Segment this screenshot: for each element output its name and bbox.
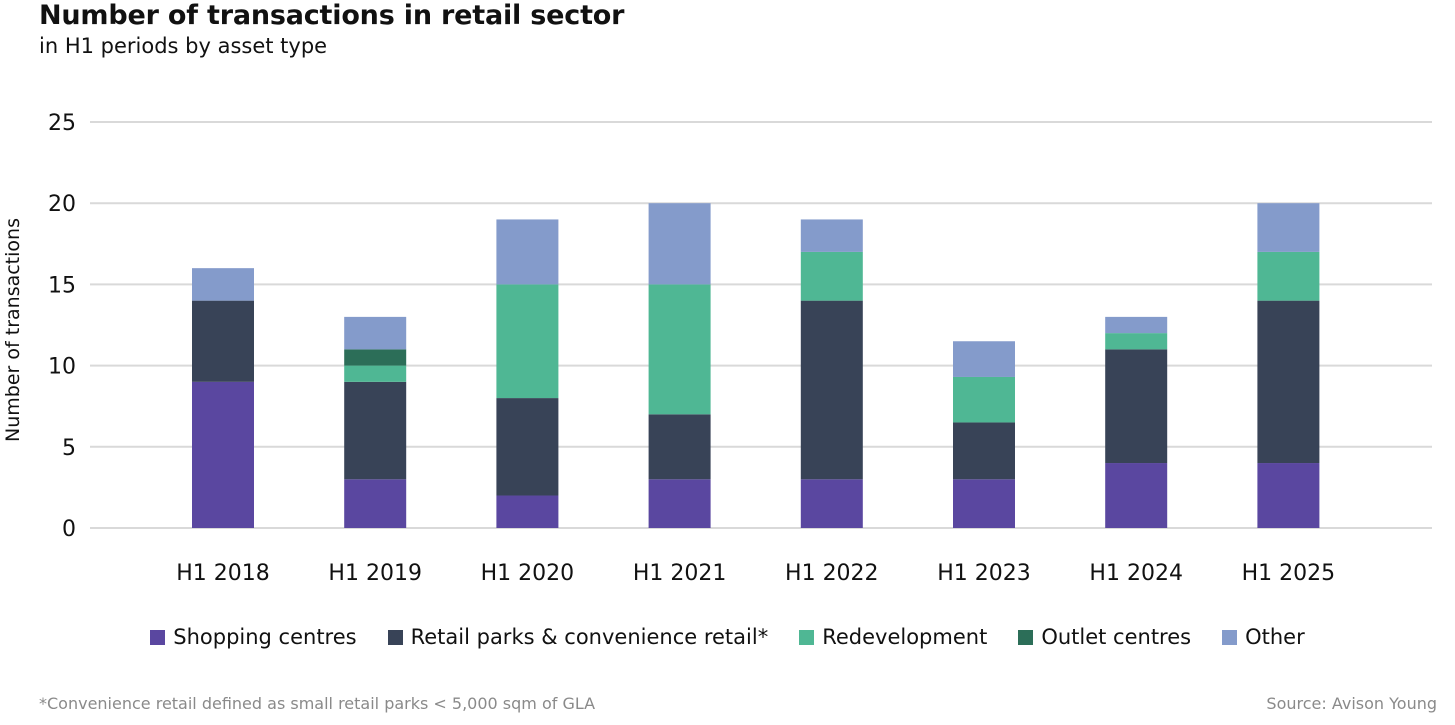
bar-segment [344, 316, 407, 350]
bar-segment [192, 300, 254, 382]
legend-label: Other [1245, 625, 1305, 649]
bar-segment [1257, 251, 1320, 301]
bar-segment [1257, 463, 1320, 528]
bar-segment [648, 479, 711, 528]
y-tick-label: 10 [48, 355, 76, 380]
x-axis-ticks: H1 2018 H1 2019 H1 2020 H1 2021 H1 2022 H1 20… [176, 561, 1335, 586]
x-tick-label: H1 2018 [176, 561, 270, 586]
legend-swatch [1018, 629, 1034, 645]
legend-label: Outlet centres [1041, 625, 1192, 649]
bar-segment [496, 284, 559, 399]
legend-item: Other [1222, 625, 1305, 649]
bar-segment [496, 495, 559, 528]
x-tick-label: H1 2021 [633, 561, 727, 586]
bar-segment [1105, 463, 1168, 528]
bar-segment [1105, 316, 1168, 334]
y-tick-label: 0 [62, 517, 76, 542]
legend-swatch [1222, 629, 1238, 645]
legend: Shopping centres Retail parks & convenien… [0, 625, 1455, 649]
x-tick-label: H1 2023 [937, 561, 1031, 586]
bar-segment [648, 414, 711, 480]
source-note: Source: Avison Young [1266, 694, 1437, 713]
legend-item: Retail parks & convenience retail* [387, 625, 769, 649]
bar-segment [800, 479, 863, 528]
bar-segment [800, 300, 863, 480]
bar-segment [648, 284, 711, 415]
bar-segment [953, 479, 1015, 528]
legend-swatch [150, 629, 166, 645]
y-axis-label: Number of transactions [2, 218, 24, 442]
bar-segment [344, 349, 407, 366]
bar-segment [496, 398, 559, 496]
x-tick-label: H1 2022 [785, 561, 879, 586]
legend-item: Outlet centres [1018, 625, 1191, 649]
x-tick-label: H1 2024 [1089, 561, 1183, 586]
bar-segment [1105, 333, 1168, 350]
gridlines [90, 121, 1432, 529]
bar-segment [953, 341, 1015, 377]
bar-segment [800, 219, 863, 252]
bar-segment [1105, 349, 1168, 464]
bar-segment [344, 365, 407, 382]
bar-segment [192, 381, 254, 528]
x-tick-label: H1 2025 [1242, 561, 1336, 586]
legend-swatch [387, 629, 403, 645]
legend-item: Redevelopment [799, 625, 987, 649]
bar-segment [953, 422, 1015, 480]
y-tick-label: 25 [48, 111, 76, 136]
chart-title: Number of transactions in retail sector [39, 0, 625, 31]
legend-item: Shopping centres [150, 625, 357, 649]
bar-segment [648, 203, 711, 285]
x-tick-label: H1 2020 [481, 561, 575, 586]
legend-label: Shopping centres [173, 625, 357, 649]
bar-segment [496, 219, 559, 285]
bar-segment [800, 251, 863, 301]
x-tick-label: H1 2019 [328, 561, 422, 586]
y-axis-ticks: 0 5 10 15 20 25 [48, 111, 76, 542]
legend-label: Retail parks & convenience retail* [410, 625, 769, 649]
legend-label: Redevelopment [822, 625, 988, 649]
bar-segment [953, 376, 1015, 423]
bar-segment [1257, 300, 1320, 464]
y-tick-label: 5 [62, 436, 76, 461]
legend-swatch [799, 629, 815, 645]
footnote: *Convenience retail defined as small ret… [39, 694, 596, 713]
chart-subtitle: in H1 periods by asset type [39, 34, 328, 58]
bars [192, 203, 1320, 528]
bar-segment [1257, 203, 1320, 252]
y-tick-label: 15 [48, 273, 76, 298]
bar-segment [344, 479, 407, 528]
y-tick-label: 20 [48, 192, 76, 217]
bar-segment [192, 268, 254, 301]
bar-segment [344, 381, 407, 480]
